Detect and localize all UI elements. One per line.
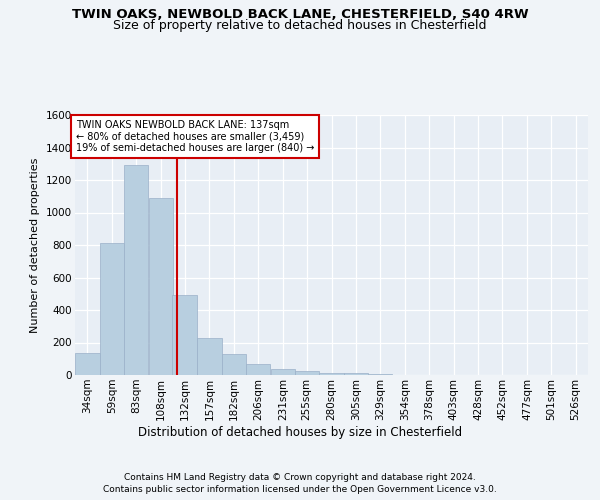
Bar: [197, 338, 221, 375]
Bar: [149, 198, 173, 375]
Bar: [344, 374, 368, 375]
Text: Contains HM Land Registry data © Crown copyright and database right 2024.: Contains HM Land Registry data © Crown c…: [124, 473, 476, 482]
Text: TWIN OAKS, NEWBOLD BACK LANE, CHESTERFIELD, S40 4RW: TWIN OAKS, NEWBOLD BACK LANE, CHESTERFIE…: [71, 8, 529, 20]
Bar: [271, 369, 295, 375]
Bar: [246, 364, 270, 375]
Text: Distribution of detached houses by size in Chesterfield: Distribution of detached houses by size …: [138, 426, 462, 439]
Bar: [295, 371, 319, 375]
Text: Contains public sector information licensed under the Open Government Licence v3: Contains public sector information licen…: [103, 486, 497, 494]
Y-axis label: Number of detached properties: Number of detached properties: [31, 158, 40, 332]
Bar: [75, 352, 100, 375]
Text: Size of property relative to detached houses in Chesterfield: Size of property relative to detached ho…: [113, 18, 487, 32]
Bar: [368, 374, 392, 375]
Bar: [100, 242, 124, 375]
Text: TWIN OAKS NEWBOLD BACK LANE: 137sqm
← 80% of detached houses are smaller (3,459): TWIN OAKS NEWBOLD BACK LANE: 137sqm ← 80…: [76, 120, 314, 153]
Bar: [222, 354, 247, 375]
Bar: [172, 294, 197, 375]
Bar: [319, 372, 344, 375]
Bar: [124, 164, 148, 375]
